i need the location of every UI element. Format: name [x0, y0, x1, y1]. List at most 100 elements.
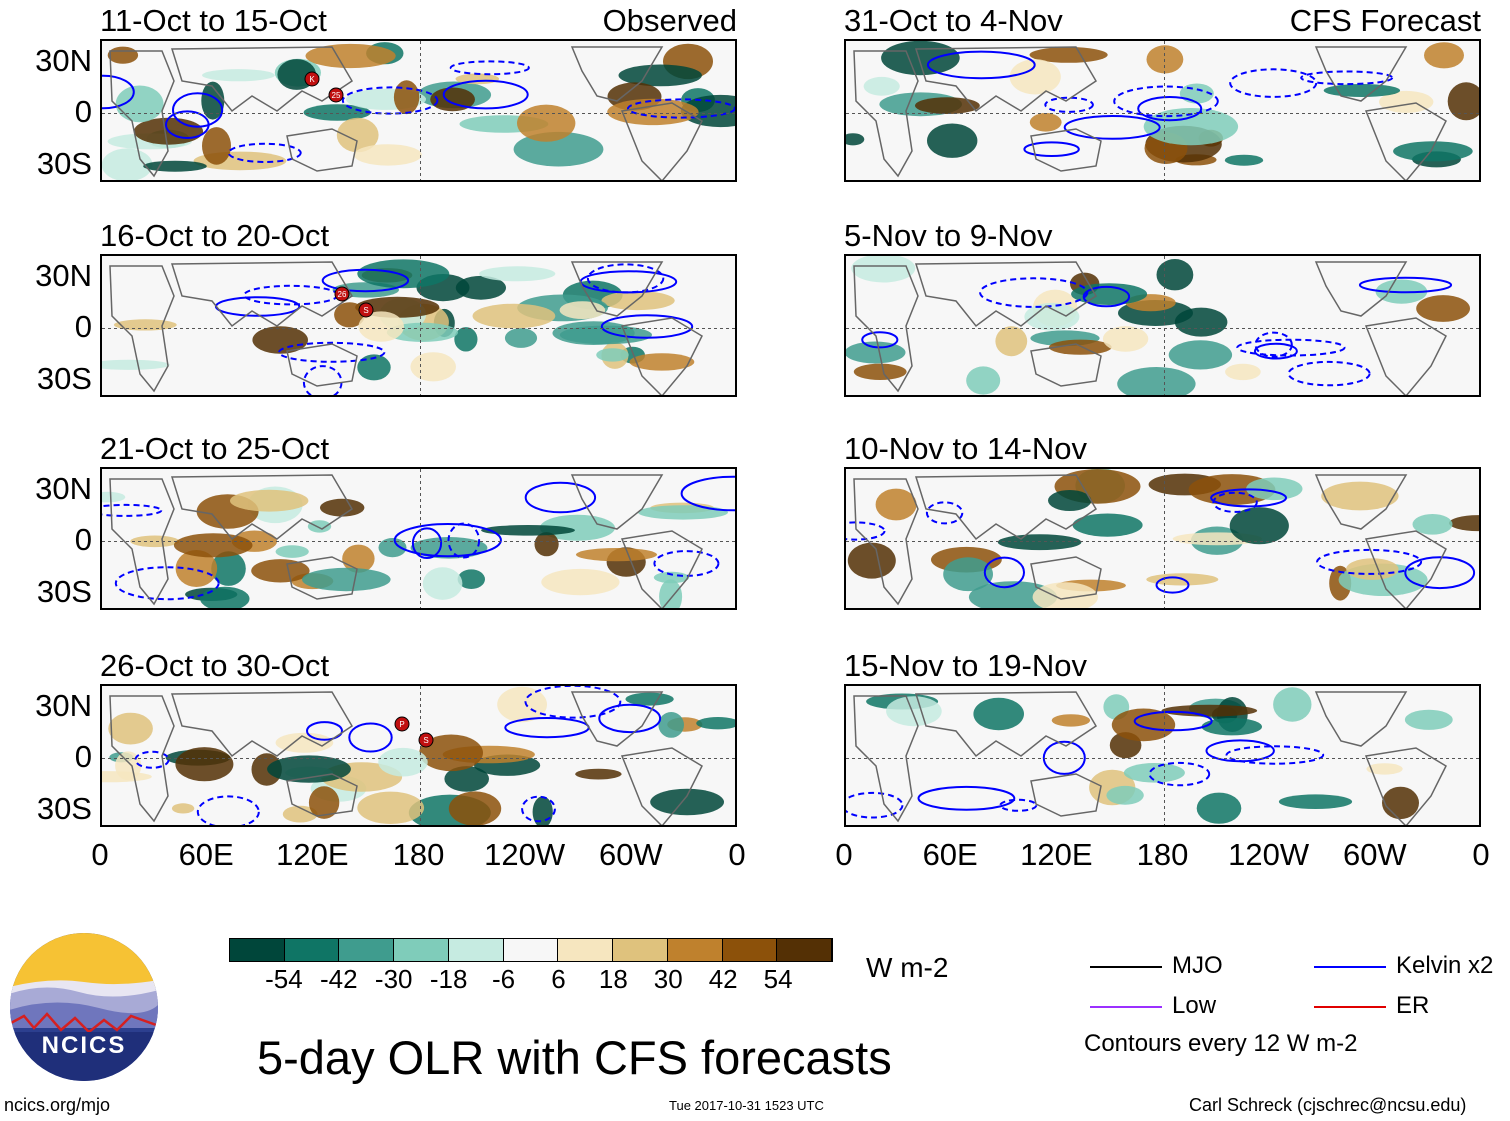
olr-anomaly-blob: [1168, 340, 1233, 370]
continent-outline: [853, 695, 919, 823]
colorbar-tick-label: 42: [708, 964, 738, 994]
olr-anomaly-blob: [454, 327, 478, 352]
continent-outline: [1314, 691, 1408, 747]
olr-anomaly-blob: [875, 488, 917, 521]
colorbar-segment: [558, 939, 614, 961]
storm-marker: [334, 286, 350, 302]
olr-anomaly-blob: [1102, 326, 1149, 352]
kelvin-contour: [196, 795, 260, 825]
kelvin-contour: [1253, 342, 1298, 360]
storm-label: K: [309, 75, 315, 84]
olr-map-panel: 26 S: [100, 254, 737, 397]
olr-anomaly-blob: [1224, 154, 1264, 166]
storm-marker: [328, 87, 344, 103]
olr-anomaly-blob: [1346, 558, 1399, 580]
continent-outline: [620, 317, 703, 395]
continent-outline: [914, 691, 1098, 758]
olr-anomaly-blob: [596, 348, 629, 362]
continent-outline: [853, 265, 919, 393]
kelvin-contour: [1063, 115, 1161, 140]
olr-anomaly-blob: [618, 64, 702, 87]
kelvin-contour: [348, 722, 393, 753]
olr-anomaly-blob: [881, 41, 960, 76]
colorbar-tick-label: -30: [374, 964, 413, 994]
olr-anomaly-blob: [576, 548, 657, 562]
kelvin-contour: [1358, 276, 1453, 294]
kelvin-contour: [1404, 556, 1476, 590]
continent-outline: [1364, 317, 1447, 395]
continent-outline: [1314, 474, 1408, 530]
olr-anomaly-blob: [171, 803, 195, 814]
kelvin-contour: [306, 721, 343, 741]
olr-anomaly-blob: [851, 256, 916, 283]
olr-map-panel: [844, 467, 1481, 610]
continent-outline: [853, 478, 919, 606]
y-tick-label: 30S: [36, 574, 92, 609]
kelvin-contour: [1287, 360, 1371, 387]
colorbar-segment: [284, 939, 340, 961]
olr-anomaly-blob: [559, 325, 652, 345]
colorbar-tick-label: -6: [491, 964, 516, 994]
olr-anomaly-blob: [1201, 718, 1262, 736]
olr-anomaly-blob: [973, 697, 1024, 731]
olr-anomaly-blob: [853, 363, 907, 380]
kelvin-contour: [524, 686, 622, 719]
continent-outline: [620, 747, 703, 825]
storm-marker: [418, 732, 434, 748]
olr-anomaly-blob: [357, 259, 450, 289]
kelvin-contour: [586, 263, 665, 294]
olr-anomaly-blob: [601, 291, 675, 311]
olr-anomaly-blob: [504, 328, 538, 348]
legend-line: [1314, 1006, 1386, 1008]
olr-anomaly-blob: [107, 46, 139, 64]
olr-anomaly-blob: [479, 266, 556, 282]
x-tick-label: 120E: [276, 837, 349, 872]
credit: Carl Schreck (cjschrec@ncsu.edu): [1189, 1095, 1467, 1115]
x-tick-label: 120E: [1020, 837, 1093, 872]
olr-anomaly-blob: [1449, 515, 1479, 532]
continent-outline: [170, 474, 354, 541]
kelvin-contour: [1316, 548, 1423, 575]
legend-line: [1314, 966, 1386, 968]
continent-outline: [620, 102, 703, 180]
figure-title: 5-day OLR with CFS forecasts: [257, 1031, 892, 1084]
continent-outline: [286, 128, 358, 172]
kelvin-contour: [1113, 85, 1219, 118]
olr-anomaly-blob: [1029, 113, 1062, 132]
olr-anomaly-blob: [1072, 513, 1143, 537]
olr-anomaly-blob: [358, 311, 405, 342]
x-tick-label: 180: [1136, 837, 1189, 872]
olr-anomaly-blob: [1196, 792, 1242, 824]
colorbar-segment: [448, 939, 504, 961]
olr-anomaly-blob: [638, 505, 728, 520]
continent-outline: [170, 46, 354, 113]
colorbar-tick-label: 18: [598, 964, 628, 994]
x-tick-label: 60W: [598, 837, 663, 872]
olr-anomaly-blob: [1156, 259, 1194, 291]
olr-anomaly-blob: [1321, 481, 1399, 511]
olr-anomaly-blob: [1048, 490, 1092, 511]
kelvin-contour: [447, 522, 481, 559]
kelvin-contour: [321, 268, 410, 293]
olr-anomaly-blob: [455, 275, 506, 300]
continent-outline: [570, 691, 664, 747]
x-tick-label: 120W: [1228, 837, 1310, 872]
x-tick-label: 180: [392, 837, 445, 872]
olr-anomaly-blob: [1393, 141, 1473, 162]
olr-anomaly-blob: [1382, 786, 1419, 820]
olr-anomaly-blob: [629, 353, 695, 371]
kelvin-contour: [1155, 576, 1190, 594]
olr-anomaly-blob: [108, 712, 153, 745]
olr-anomaly-blob: [113, 319, 177, 331]
colorbar-segment: [339, 939, 395, 961]
y-tick-label: 0: [74, 94, 92, 129]
colorbar-tick-label: 6: [551, 964, 566, 994]
site-url[interactable]: ncics.org/mjo: [4, 1095, 111, 1115]
kelvin-contour: [653, 550, 720, 577]
colorbar-segment: [503, 939, 559, 961]
olr-anomaly-blob: [201, 81, 225, 120]
kelvin-contour: [983, 556, 1025, 589]
x-tick-label: 0: [91, 837, 109, 872]
olr-anomaly-blob: [354, 144, 422, 166]
olr-anomaly-blob: [336, 117, 379, 153]
